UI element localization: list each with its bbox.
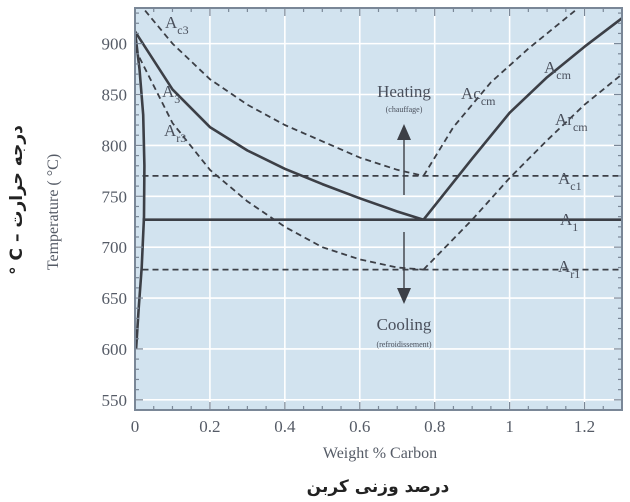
y-tick-label: 900 <box>102 35 128 54</box>
label-accm: Accm <box>461 84 496 108</box>
label-a3: A3 <box>162 82 180 106</box>
x-tick-label: 1.2 <box>574 417 595 436</box>
label-ar3: Ar3 <box>164 121 186 145</box>
plot-area <box>135 8 622 410</box>
label-acm: Acm <box>544 58 572 82</box>
heating-arrowhead <box>397 124 411 140</box>
x-tick-label: 0.4 <box>274 417 296 436</box>
y-tick-label: 650 <box>102 289 128 308</box>
curves <box>135 8 622 349</box>
label-ar1: Ar1 <box>558 257 580 281</box>
series-a0-line <box>135 31 146 349</box>
x-tick-label: 0 <box>131 417 140 436</box>
axis-ticks: 0 0.2 0.4 0.6 0.8 1 1.2 550 600 650 700 750 800 850 90… <box>102 8 623 436</box>
y-axis-title: Temperature ( °C) <box>45 154 62 270</box>
cooling-label: Cooling <box>377 315 432 334</box>
cooling-arrowhead <box>397 288 411 304</box>
series-arcm-line <box>422 73 622 271</box>
y-tick-label: 850 <box>102 86 128 105</box>
series-ar3-line <box>135 48 424 271</box>
label-a1: A1 <box>560 210 578 234</box>
x-axis-title: Weight % Carbon <box>323 445 437 462</box>
label-arcm: Arcm <box>555 110 588 134</box>
y-tick-label: 750 <box>102 187 128 206</box>
series-acm-line <box>422 17 622 221</box>
x-axis-title-persian: درصد وزنی کربن <box>307 477 450 497</box>
x-tick-label: 0.6 <box>349 417 370 436</box>
label-ac1: Ac1 <box>558 169 582 193</box>
y-tick-label: 600 <box>102 340 128 359</box>
cooling-sublabel: (refroidissement) <box>376 340 431 349</box>
x-tick-label: 0.2 <box>199 417 220 436</box>
gridlines <box>134 8 622 410</box>
annotations: Heating (chauffage) Cooling (refroidissemen… <box>376 82 431 349</box>
series-a3-line <box>135 30 424 221</box>
heating-sublabel: (chauffage) <box>386 105 423 114</box>
series-ac3-line <box>141 8 424 177</box>
curve-labels: A3 Acm A1 Ac3 Accm Ar3 Arcm Ac1 Ar1 <box>162 13 588 281</box>
y-tick-label: 800 <box>102 136 128 155</box>
series-accm-line <box>422 8 580 177</box>
x-tick-label: 0.8 <box>424 417 445 436</box>
label-ac3: Ac3 <box>165 13 189 37</box>
y-tick-label: 550 <box>102 391 128 410</box>
x-tick-label: 1 <box>505 417 514 436</box>
y-axis-title-persian: درجه حرارت – C ° <box>7 125 27 275</box>
y-tick-label: 700 <box>102 238 128 257</box>
heating-label: Heating <box>377 82 431 101</box>
